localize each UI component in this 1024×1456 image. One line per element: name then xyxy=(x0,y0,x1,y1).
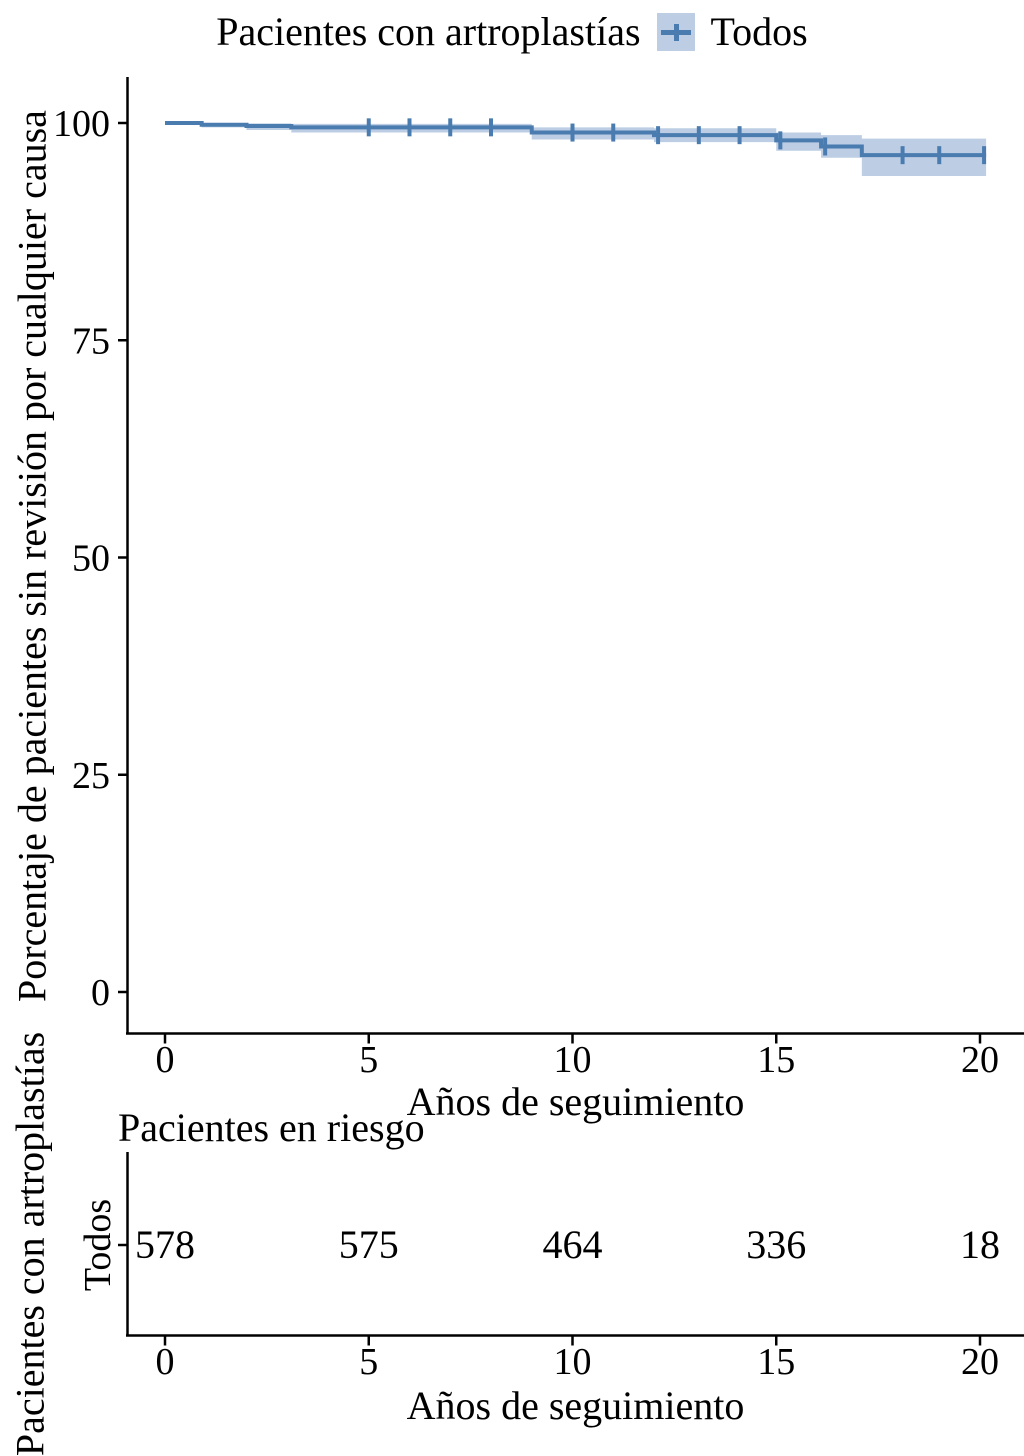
risk-count: 18 xyxy=(960,1222,1000,1267)
x-tick-label: 5 xyxy=(359,1039,378,1081)
risk-x-axis-title: Años de seguimiento xyxy=(406,1383,745,1428)
x-tick-label: 20 xyxy=(961,1039,999,1081)
x-tick-label: 15 xyxy=(757,1039,795,1081)
risk-table-title: Pacientes en riesgo xyxy=(118,1105,425,1150)
risk-x-tick-label: 10 xyxy=(554,1341,592,1383)
risk-x-tick-label: 15 xyxy=(757,1341,795,1383)
risk-x-tick-label: 20 xyxy=(961,1341,999,1383)
risk-count: 575 xyxy=(339,1222,399,1267)
y-tick-label: 75 xyxy=(72,320,110,362)
survival-curve xyxy=(165,121,987,158)
risk-count: 464 xyxy=(543,1222,603,1267)
main-x-axis-title: Años de seguimiento xyxy=(406,1079,745,1124)
censor-icon-vbar xyxy=(673,23,679,41)
x-tick-label: 10 xyxy=(554,1039,592,1081)
y-tick-label: 25 xyxy=(72,755,110,797)
risk-count: 336 xyxy=(746,1222,806,1267)
legend-label: Todos xyxy=(710,9,808,54)
y-tick-label: 0 xyxy=(91,972,110,1014)
risk-table-strip-label: Pacientes con artroplastías xyxy=(7,1031,53,1456)
y-tick-label: 100 xyxy=(53,103,110,145)
risk-x-tick-label: 5 xyxy=(359,1341,378,1383)
risk-x-tick-label: 0 xyxy=(156,1341,175,1383)
y-tick-label: 50 xyxy=(72,538,110,580)
risk-row-label-todos: Todos xyxy=(77,1198,119,1292)
risk-count: 578 xyxy=(135,1222,195,1267)
legend-key-censor-icon xyxy=(656,12,695,51)
chart-title: Pacientes con artroplastías xyxy=(216,9,641,54)
x-tick-label: 0 xyxy=(156,1039,175,1081)
chart-header: Pacientes con artroplastías Todos xyxy=(0,8,1024,55)
